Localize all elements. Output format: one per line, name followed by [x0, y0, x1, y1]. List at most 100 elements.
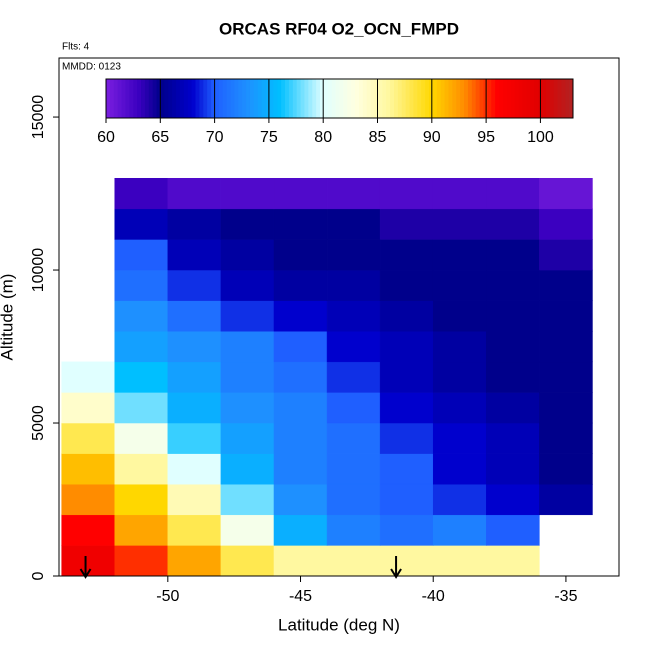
colorbar-step [366, 79, 372, 118]
heat-cell [379, 361, 434, 393]
heat-cell [167, 514, 222, 546]
heat-cell [114, 545, 169, 577]
heat-cell [379, 453, 434, 485]
heat-cell [114, 208, 169, 240]
colorbar-step [168, 79, 173, 118]
heat-cell [114, 300, 169, 332]
colorbar-step [526, 79, 531, 118]
heat-cell [220, 177, 275, 210]
colorbar-step [393, 79, 399, 118]
colorbar-step [218, 79, 224, 118]
colorbar-step [487, 79, 492, 118]
heat-cell [432, 208, 487, 240]
heat-cell [114, 453, 169, 485]
heat-cell [432, 177, 487, 210]
heat-cell [114, 177, 169, 210]
heat-cell [167, 483, 222, 516]
heat-cell [61, 361, 115, 393]
colorbar-step [405, 79, 411, 118]
colorbar-step [518, 79, 523, 118]
colorbar-step [534, 79, 539, 118]
colorbar-step [187, 79, 193, 118]
heat-cell [379, 392, 434, 424]
heat-cell [220, 514, 275, 546]
colorbar-step [207, 79, 212, 118]
plot-frame [58, 57, 620, 577]
colorbar-step [382, 79, 387, 118]
colorbar-step [160, 79, 165, 118]
heat-cell [486, 269, 540, 301]
colorbar-step [549, 79, 555, 118]
colorbar-step [440, 79, 446, 118]
heat-cell [326, 514, 381, 546]
heat-cell [539, 269, 593, 301]
heat-cell [486, 514, 540, 546]
heat-cell [61, 483, 115, 516]
heat-cell [114, 239, 169, 271]
y-tick-label: 5000 [30, 405, 47, 441]
colorbar-step [222, 79, 228, 118]
heat-cell [486, 422, 540, 454]
colorbar-step [137, 79, 142, 118]
heat-cell [379, 483, 434, 516]
colorbar-step [117, 79, 123, 118]
y-tick-label: 0 [30, 571, 47, 580]
heat-cell [167, 208, 222, 240]
colorbar-step [351, 79, 356, 118]
colorbar-step [249, 79, 255, 118]
x-tick-label: -45 [289, 588, 312, 605]
colorbar-step [386, 79, 391, 118]
arrow-head [79, 568, 92, 579]
heat-cell [326, 483, 381, 516]
heat-cell [167, 239, 222, 271]
heat-cell [273, 514, 328, 546]
colorbar-step [246, 79, 251, 118]
colorbar-step [265, 79, 270, 118]
heat-cell [114, 514, 169, 546]
colorbar-step [432, 79, 438, 118]
y-axis-title: Altitude (m) [0, 274, 16, 361]
heat-cell [167, 330, 222, 363]
heat-cell [220, 330, 275, 363]
y-tick-label: 10000 [30, 248, 47, 293]
heat-cell [220, 269, 275, 301]
colorbar-tick-label: 95 [477, 129, 495, 146]
colorbar-step [288, 79, 294, 118]
colorbar-step [370, 79, 376, 118]
heat-cell [486, 392, 540, 424]
colorbar-step [133, 79, 138, 118]
heat-cell [273, 361, 328, 393]
heat-cell [432, 330, 487, 363]
colorbar-step [109, 79, 115, 118]
heat-cell [486, 483, 540, 516]
arrow-head [390, 568, 402, 579]
heat-cell [326, 453, 381, 485]
heat-cell [167, 453, 222, 485]
heat-cell [432, 392, 487, 424]
colorbar-step [191, 79, 197, 118]
colorbar-step [343, 79, 348, 118]
heat-cell [379, 208, 434, 240]
heat-cell [326, 422, 381, 454]
annotation: MMDD: 0123 [62, 62, 121, 73]
heat-cell [114, 269, 169, 301]
colorbar-step [444, 79, 449, 118]
heat-cell [326, 392, 381, 424]
heat-cell [326, 239, 381, 271]
colorbar-step [557, 79, 562, 118]
heat-cell [167, 545, 222, 577]
colorbar-step [183, 79, 189, 118]
colorbar-step [172, 79, 177, 118]
colorbar-step [234, 79, 239, 118]
colorbar-tick-label: 90 [423, 129, 441, 146]
colorbar-tick-label: 80 [314, 129, 332, 146]
colorbar-step [347, 79, 352, 118]
heat-cell [167, 300, 222, 332]
heat-cell [379, 177, 434, 210]
heat-cell [379, 545, 434, 577]
colorbar-step [460, 79, 465, 118]
x-tick-label: -40 [422, 588, 445, 605]
heat-cell [539, 483, 593, 516]
heat-cell [539, 392, 593, 424]
